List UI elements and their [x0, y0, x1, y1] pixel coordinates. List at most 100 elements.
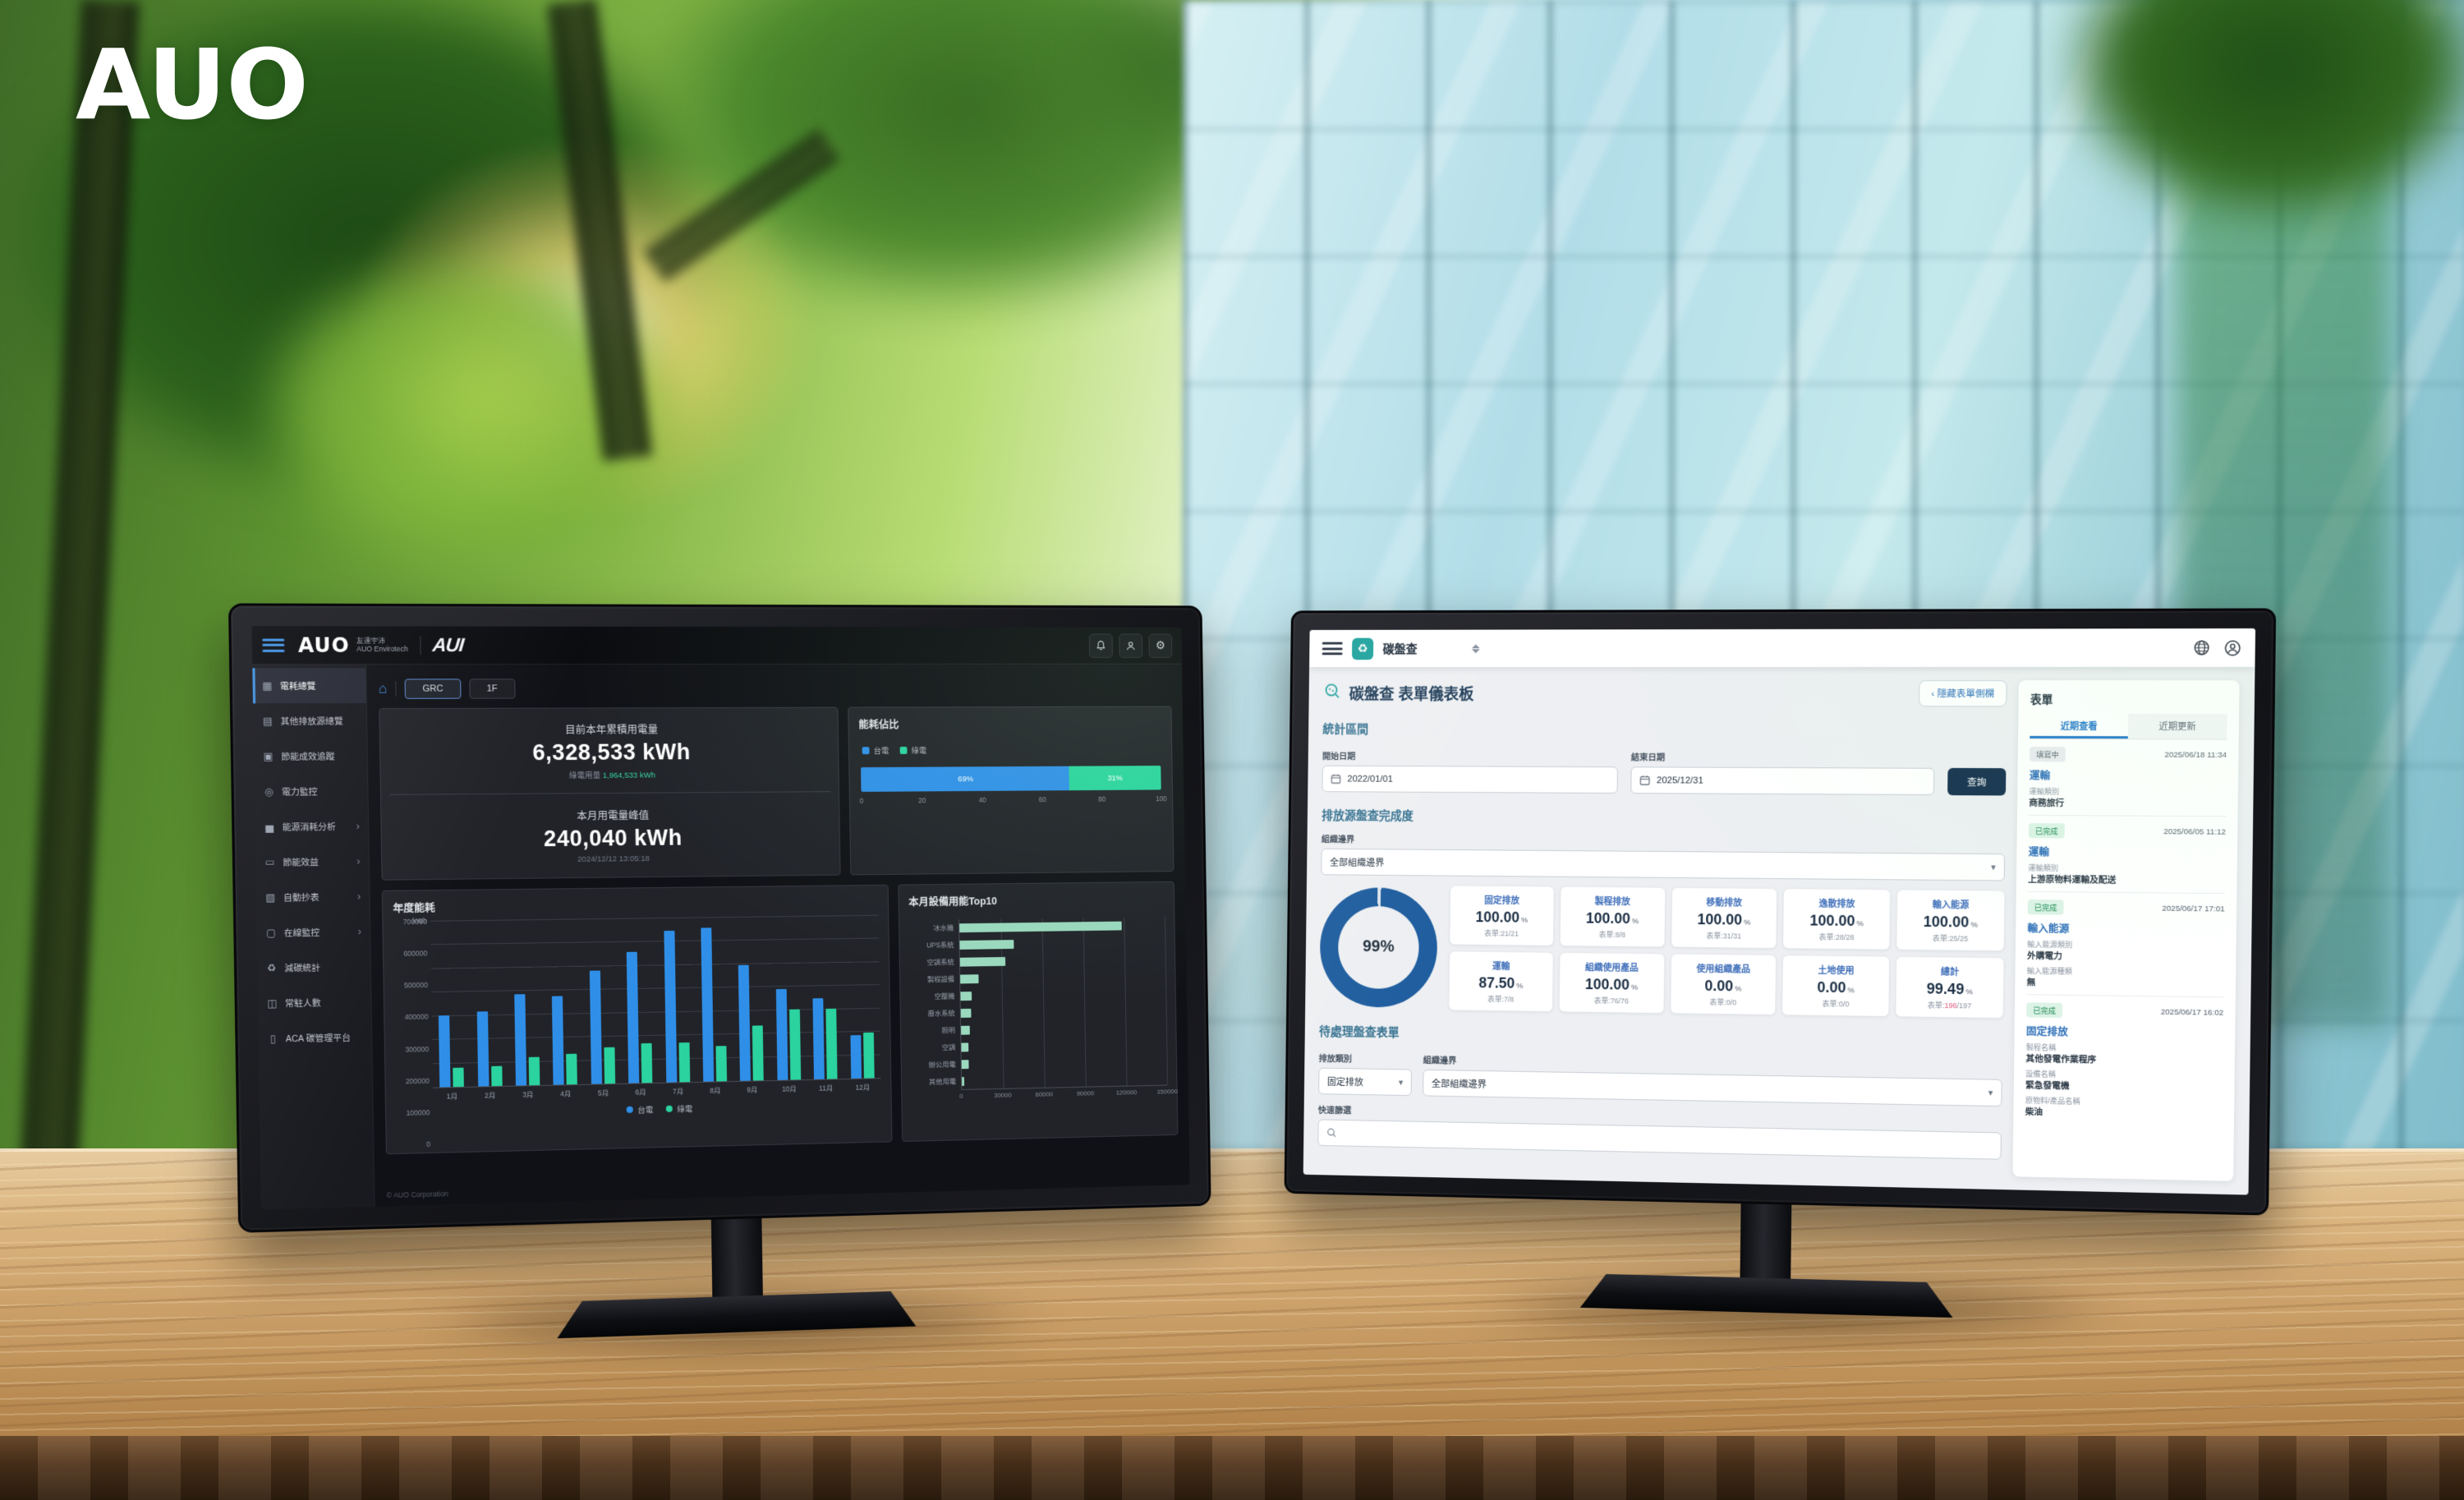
kpi-title: 目前本年累積用電量 — [564, 724, 659, 736]
sidebar-item-label: 電耗總覽 — [279, 681, 316, 692]
form-list-item[interactable]: 已完成 2025/06/05 11:12 運輸 運輸類別 上游原物料運輸及配送 — [2028, 814, 2227, 894]
stat-forms: 表單:8/8 — [1598, 930, 1626, 940]
completion-stat-grid: 固定排放 100.00% 表單:21/21 製程排放 100.00% 表單:8/… — [1449, 886, 2005, 1019]
start-date-label: 開始日期 — [1322, 752, 1356, 762]
chevron-down-icon: ▾ — [1398, 1078, 1404, 1088]
stat-title: 製程排放 — [1594, 896, 1630, 908]
collapse-toggle-icon[interactable] — [1471, 643, 1480, 653]
item-datetime: 2025/06/18 11:34 — [2164, 750, 2227, 760]
form-list-item[interactable]: 已完成 2025/06/17 17:01 輸入能源 輸入能源類別 外購電力 輸入… — [2026, 890, 2225, 997]
pending-boundary-select[interactable]: 全部組織邊界 ▾ — [1423, 1069, 2002, 1107]
bar-綠電 — [862, 1033, 875, 1079]
panel-tab[interactable]: 近期查看 — [2030, 713, 2129, 739]
x-tick-label: 2月 — [484, 1091, 496, 1100]
bar-綠電 — [752, 1025, 765, 1081]
bell-icon[interactable] — [1088, 633, 1113, 658]
completion-donut-chart: 99% — [1319, 886, 1438, 1008]
bar-台電 — [439, 1015, 451, 1088]
sidebar-item[interactable]: ▅ 能源消耗分析 › — [255, 808, 368, 844]
chevron-right-icon: › — [357, 925, 361, 938]
boundary-select[interactable]: 全部組織邊界 ▾ — [1321, 848, 2006, 881]
boundary-label: 組織邊界 — [1321, 835, 1355, 845]
sidebar-item-label: ACA 碳管理平台 — [285, 1033, 351, 1044]
bar-台電 — [476, 1011, 490, 1087]
x-tick-label: 5月 — [597, 1088, 609, 1097]
item-datetime: 2025/06/17 16:02 — [2160, 1007, 2224, 1018]
item-field-value: 無 — [2026, 978, 2036, 988]
x-tick-label: 9月 — [747, 1085, 758, 1094]
sidebar-item-icon: ▣ — [263, 750, 274, 762]
kpi-sub-value: 1,964,533 kWh — [602, 771, 655, 780]
item-field-label: 運輸類別 — [2029, 787, 2060, 796]
category-label: UPS系統 — [926, 941, 954, 950]
item-title: 輸入能源 — [2027, 923, 2070, 936]
start-date-input[interactable]: 2022/01/01 — [1322, 765, 1618, 794]
gridline — [430, 937, 879, 946]
menu-icon[interactable] — [262, 637, 285, 653]
category-select[interactable]: 固定排放 ▾ — [1318, 1067, 1413, 1097]
item-field-value: 其他發電作業程序 — [2025, 1053, 2097, 1065]
x-tick-label: 1月 — [446, 1092, 458, 1101]
site-tab[interactable]: 1F — [469, 679, 516, 699]
sidebar: ▦ 電耗總覽 ▤ 其他排放源總覽 — [252, 665, 375, 1210]
end-date-input[interactable]: 2025/12/31 — [1630, 766, 1935, 796]
globe-icon[interactable] — [2193, 639, 2210, 656]
sidebar-item[interactable]: ◫ 常駐人數 — [258, 984, 371, 1021]
item-datetime: 2025/06/05 11:12 — [2163, 826, 2226, 837]
hide-panel-button[interactable]: ‹ 隱藏表單側欄 — [1919, 680, 2007, 707]
footer-copyright: © AUO Corporation — [386, 1189, 448, 1200]
stat-unit: % — [1965, 987, 1973, 997]
legend-item: 台電 — [627, 1103, 653, 1116]
panel-tab[interactable]: 近期更新 — [2127, 713, 2227, 739]
stat-forms: 表單:28/28 — [1818, 932, 1855, 942]
y-tick-label: 300000 — [405, 1044, 430, 1054]
divider — [395, 681, 397, 697]
menu-icon[interactable] — [1322, 641, 1343, 657]
bar-group — [508, 994, 547, 1086]
chevron-right-icon: › — [356, 820, 360, 832]
bar-綠電 — [641, 1042, 653, 1084]
bar-綠電 — [453, 1067, 465, 1088]
site-tab[interactable]: GRC — [404, 679, 462, 699]
chart-legend: 台電 綠電 — [862, 743, 1159, 757]
bar-group — [470, 1011, 509, 1087]
sidebar-item[interactable]: ▤ 其他排放源總覽 — [253, 703, 366, 738]
panel-item-list: 填寫中 2025/06/18 11:34 運輸 運輸類別 商務旅行 — [2025, 739, 2227, 1128]
divider — [419, 636, 421, 655]
sidebar-item[interactable]: ◎ 電力監控 — [254, 774, 367, 810]
sidebar-item-label: 在線監控 — [283, 927, 320, 938]
user-icon[interactable] — [1119, 633, 1143, 658]
building-icon: ⌂ — [378, 680, 388, 697]
chart-y-axis: kWh 0 100000 200000 300000 400000 500000 60000… — [393, 917, 434, 1148]
account-icon[interactable] — [2223, 639, 2241, 656]
bar-台電 — [738, 964, 752, 1081]
sidebar-item[interactable]: ♻ 減碳統計 — [257, 949, 370, 986]
query-button[interactable]: 查詢 — [1947, 767, 2007, 796]
gear-icon[interactable]: ⚙ — [1148, 633, 1173, 658]
sidebar-item[interactable]: ▧ 自動抄表 › — [255, 879, 369, 915]
stat-value: 100.00 — [1475, 909, 1520, 926]
gridline — [430, 914, 879, 922]
pending-boundary-value: 全部組織邊界 — [1431, 1079, 1487, 1090]
sidebar-item[interactable]: ▣ 節能成效追蹤 — [254, 738, 367, 775]
sidebar-item[interactable]: ▢ 在線監控 › — [256, 914, 370, 951]
form-list-item[interactable]: 填寫中 2025/06/18 11:34 運輸 運輸類別 商務旅行 — [2029, 739, 2227, 816]
annual-energy-chart — [430, 914, 881, 1088]
x-tick-label: 12月 — [855, 1083, 871, 1092]
legend-item: 綠電 — [899, 744, 926, 756]
completion-stat-card: 逸散排放 100.00% 表單:28/28 — [1783, 889, 1891, 950]
top10-card: 本月設備用能Top10 冰水機 UPS系統 空調系統 製程設備 空壓機 廢水系統 照明 空調辦… — [898, 881, 1179, 1143]
monitor-stand — [710, 1218, 763, 1299]
sidebar-item[interactable]: ▦ 電耗總覽 — [252, 668, 366, 704]
sidebar-item[interactable]: ▯ ACA 碳管理平台 — [258, 1019, 371, 1056]
kpi-year-energy: 目前本年累積用電量 6,328,533 kWh 綠電用量 1,964,533 k… — [379, 708, 839, 794]
sidebar-item[interactable]: ▭ 節能效益 › — [255, 844, 369, 880]
carbon-dashboard-main: 碳盤查 表單儀表板 ‹ 隱藏表單側欄 統計區間 開始日期 2022/01/01 — [1317, 680, 2007, 1176]
form-list-item[interactable]: 已完成 2025/06/17 16:02 固定排放 製程名稱 其他發電作業程序 … — [2025, 994, 2224, 1128]
stat-forms: 表單:7/8 — [1487, 995, 1515, 1004]
desk-front-edge — [0, 1436, 2464, 1500]
bar-台電 — [626, 952, 640, 1084]
calendar-icon — [1331, 774, 1341, 785]
stat-title: 固定排放 — [1484, 895, 1519, 906]
completion-stat-card: 輸入能源 100.00% 表單:25/25 — [1896, 890, 2005, 951]
